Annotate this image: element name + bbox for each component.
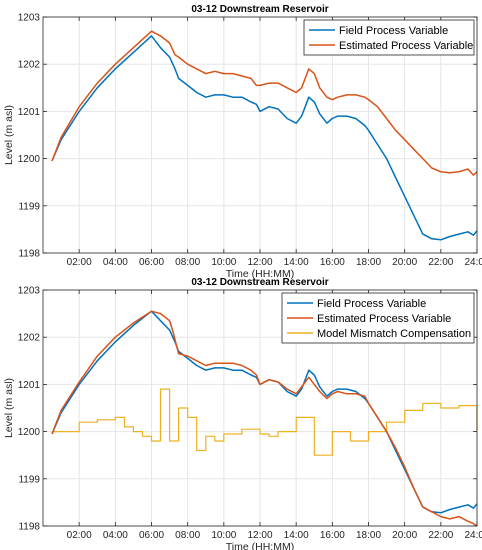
y-tick-label: 1202 bbox=[18, 333, 41, 344]
legend-top: Field Process Variable Estimated Process … bbox=[303, 19, 475, 56]
legend-entry-label: Estimated Process Variable bbox=[317, 313, 451, 325]
legend-entry-label: Model Mismatch Compensation bbox=[317, 328, 471, 340]
x-tick-label: 20:00 bbox=[392, 257, 417, 268]
y-tick-label: 1203 bbox=[18, 286, 41, 297]
chart-title-bottom: 03-12 Downstream Reservoir bbox=[191, 277, 328, 288]
x-axis-label-bottom: Time (HH:MM) bbox=[226, 541, 294, 550]
legend-entry-label: Field Process Variable bbox=[339, 25, 448, 37]
x-tick-label: 14:00 bbox=[284, 530, 309, 541]
series-layer-top bbox=[51, 30, 478, 241]
x-tick-label: 16:00 bbox=[320, 257, 345, 268]
x-tick-label: 12:00 bbox=[247, 257, 272, 268]
legend-bottom: Field Process Variable Estimated Process … bbox=[281, 292, 475, 344]
x-tick-label: 06:00 bbox=[139, 257, 164, 268]
field-process-variable-line bbox=[51, 35, 478, 241]
x-tick-label: 12:00 bbox=[247, 530, 272, 541]
y-axis-label-bottom: Level (m asl) bbox=[3, 378, 15, 438]
y-axis-label-top: Level (m asl) bbox=[3, 105, 15, 165]
legend-box bbox=[281, 292, 475, 344]
x-tick-label: 06:00 bbox=[139, 530, 164, 541]
x-tick-label: 02:00 bbox=[67, 530, 92, 541]
x-tick-label: 24:00 bbox=[464, 530, 482, 541]
y-tick-label: 1201 bbox=[18, 107, 41, 118]
ticks-bottom: 02:00 04:00 06:00 08:00 10:00 12:00 14:00 16:00… bbox=[18, 286, 482, 542]
estimated-process-variable-line bbox=[51, 30, 478, 176]
y-tick-label: 1200 bbox=[18, 154, 41, 165]
x-tick-label: 16:00 bbox=[320, 530, 345, 541]
chart-top: 02:00 04:00 06:00 08:00 10:00 12:00 14:00 16:00… bbox=[3, 4, 482, 280]
series-layer-bottom bbox=[51, 310, 478, 527]
x-tick-label: 18:00 bbox=[356, 257, 381, 268]
chart-title-top: 03-12 Downstream Reservoir bbox=[191, 4, 328, 15]
legend-entry-label: Estimated Process Variable bbox=[339, 40, 473, 52]
x-tick-label: 20:00 bbox=[392, 530, 417, 541]
x-tick-label: 08:00 bbox=[175, 257, 200, 268]
legend-box bbox=[303, 19, 475, 56]
x-tick-label: 10:00 bbox=[211, 530, 236, 541]
x-tick-label: 10:00 bbox=[211, 257, 236, 268]
x-tick-label: 22:00 bbox=[428, 257, 453, 268]
legend-entry-label: Field Process Variable bbox=[317, 298, 426, 310]
y-tick-label: 1203 bbox=[18, 13, 41, 24]
x-tick-label: 04:00 bbox=[103, 257, 128, 268]
model-mismatch-compensation-line bbox=[52, 388, 478, 456]
x-tick-label: 24:00 bbox=[464, 257, 482, 268]
y-tick-label: 1198 bbox=[18, 522, 40, 533]
y-tick-label: 1200 bbox=[18, 427, 41, 438]
y-tick-label: 1198 bbox=[18, 249, 40, 260]
chart-bottom: 02:00 04:00 06:00 08:00 10:00 12:00 14:00 16:00… bbox=[3, 277, 482, 550]
x-tick-label: 14:00 bbox=[284, 257, 309, 268]
x-axis-label-top: Time (HH:MM) bbox=[226, 268, 294, 280]
x-tick-label: 18:00 bbox=[356, 530, 381, 541]
y-tick-label: 1201 bbox=[18, 380, 41, 391]
x-tick-label: 02:00 bbox=[67, 257, 92, 268]
y-tick-label: 1199 bbox=[18, 201, 40, 212]
y-tick-label: 1202 bbox=[18, 60, 41, 71]
y-tick-label: 1199 bbox=[18, 474, 40, 485]
x-tick-label: 04:00 bbox=[103, 530, 128, 541]
x-tick-label: 08:00 bbox=[175, 530, 200, 541]
ticks-top: 02:00 04:00 06:00 08:00 10:00 12:00 14:00 16:00… bbox=[18, 13, 482, 269]
estimated-process-variable-line bbox=[51, 310, 478, 527]
x-tick-label: 22:00 bbox=[428, 530, 453, 541]
